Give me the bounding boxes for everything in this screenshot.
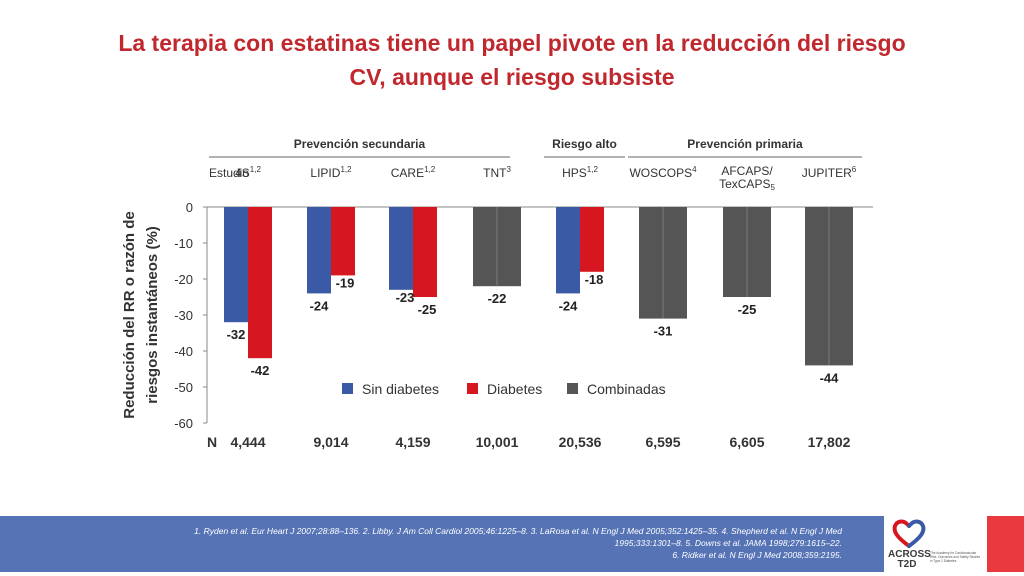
value-label-sin-diabetes: -32 <box>227 327 246 342</box>
study-name-line2: TexCAPS5 <box>719 177 775 192</box>
value-label-diabetes: -25 <box>418 302 437 317</box>
legend-swatch-diabetes <box>467 383 478 394</box>
logo-tagline: The Academy for Cardiovascular Risk, Out… <box>930 551 981 563</box>
study-name: AFCAPS/ <box>721 164 773 178</box>
y-tick-label: -40 <box>174 344 193 359</box>
value-label-diabetes: -19 <box>336 275 355 290</box>
y-axis-title-line2: riesgos instantáneos (%) <box>144 226 161 404</box>
slide-title: La terapia con estatinas tiene un papel … <box>40 26 984 94</box>
study-name: 4S1,2 <box>235 165 261 180</box>
bar-diabetes <box>331 207 355 276</box>
n-value: 20,536 <box>559 434 602 450</box>
study-name: CARE1,2 <box>391 165 436 180</box>
group-header: Riesgo alto <box>552 137 617 151</box>
heart-logo-icon <box>892 519 926 548</box>
n-value: 9,014 <box>313 434 348 450</box>
reference-line-1: 1. Ryden et al. Eur Heart J 2007;28:88–1… <box>194 526 842 536</box>
value-label-sin-diabetes: -23 <box>396 290 415 305</box>
study-name: WOSCOPS4 <box>629 165 697 180</box>
legend-label-combinadas: Combinadas <box>587 381 666 397</box>
bar-sin-diabetes <box>307 207 331 294</box>
slide-title-line1: La terapia con estatinas tiene un papel … <box>118 30 906 56</box>
bar-sin-diabetes <box>556 207 580 294</box>
bar-sin-diabetes <box>389 207 413 290</box>
n-value: 10,001 <box>476 434 519 450</box>
value-label-combinadas: -25 <box>738 302 757 317</box>
references-footer: 1. Ryden et al. Eur Heart J 2007;28:88–1… <box>0 516 982 572</box>
n-value: 6,605 <box>729 434 764 450</box>
n-row-label: N <box>207 434 217 450</box>
study-name: JUPITER6 <box>802 165 857 180</box>
slide-title-line2: CV, aunque el riesgo subsiste <box>349 64 675 90</box>
y-axis-title-line1: Reducción del RR o razón de <box>121 211 138 419</box>
y-tick-label: -60 <box>174 416 193 431</box>
value-label-combinadas: -31 <box>654 324 673 339</box>
logo-line2: T2D <box>897 559 917 570</box>
group-header: Prevención secundaria <box>294 137 426 151</box>
value-label-sin-diabetes: -24 <box>559 298 579 313</box>
y-tick-label: -20 <box>174 272 193 287</box>
bar-sin-diabetes <box>224 207 248 323</box>
bar-chart: 0 -10 -20 -30 -40 -50 -60 Reducción del RR o ra… <box>121 137 873 450</box>
group-header: Prevención primaria <box>687 137 803 151</box>
bar-diabetes <box>580 207 604 272</box>
y-tick-label: -50 <box>174 380 193 395</box>
reference-line-2: 1995;333:1301–8. 5. Downs et al. JAMA 19… <box>614 538 842 548</box>
study-row-label: Estudio <box>209 166 249 180</box>
study-name: HPS1,2 <box>562 165 598 180</box>
y-tick-label: -10 <box>174 236 193 251</box>
n-value: 4,444 <box>230 434 265 450</box>
legend-label-diabetes: Diabetes <box>487 381 542 397</box>
references-text: 1. Ryden et al. Eur Heart J 2007;28:88–1… <box>82 525 842 561</box>
study-name: LIPID1,2 <box>310 165 352 180</box>
bar-diabetes <box>413 207 437 297</box>
value-label-combinadas: -44 <box>820 370 840 385</box>
n-value: 4,159 <box>395 434 430 450</box>
legend-swatch-sin_diabetes <box>342 383 353 394</box>
value-label-diabetes: -42 <box>251 363 270 378</box>
corner-accent <box>987 516 1024 572</box>
bar-diabetes <box>248 207 272 359</box>
legend-label-sin_diabetes: Sin diabetes <box>362 381 439 397</box>
across-t2d-logo: ACROSS T2D The Academy for Cardiovascula… <box>884 514 984 572</box>
value-label-sin-diabetes: -24 <box>310 298 330 313</box>
value-label-combinadas: -22 <box>488 291 507 306</box>
study-name: TNT3 <box>483 165 511 180</box>
y-tick-label: 0 <box>186 200 193 215</box>
logo-line1: ACROSS <box>888 549 931 560</box>
reference-line-3: 6. Ridker et al. N Engl J Med 2008;359:2… <box>672 550 842 560</box>
n-value: 6,595 <box>645 434 680 450</box>
logo-wordmark: ACROSS T2D <box>888 549 931 570</box>
value-label-diabetes: -18 <box>585 272 604 287</box>
y-tick-label: -30 <box>174 308 193 323</box>
legend-swatch-combinadas <box>567 383 578 394</box>
n-value: 17,802 <box>808 434 851 450</box>
